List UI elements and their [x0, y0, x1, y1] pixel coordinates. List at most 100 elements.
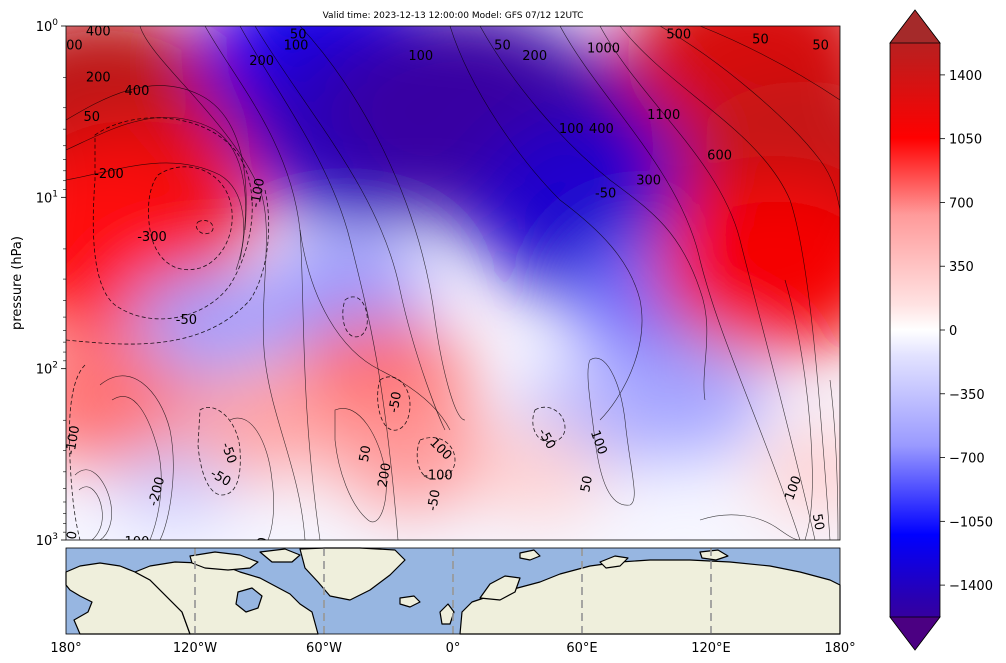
land-hudson-bay — [235, 587, 263, 613]
colorbar-tick-label: 1400 — [949, 69, 982, 84]
contour-label: 50 — [254, 536, 272, 555]
contour-label: 1100 — [647, 108, 680, 123]
contour-label: 50 — [290, 27, 307, 42]
contour-line — [334, 408, 387, 523]
contour-label: 500 — [666, 27, 691, 42]
contour-line — [299, 26, 466, 421]
contour-label: 100 — [559, 122, 584, 137]
y-tick-label: 101 — [36, 189, 58, 206]
contour-line-dashed — [377, 376, 411, 431]
contour-line-dashed — [195, 220, 214, 235]
contour-labels: 40030020040050-200-300-50-10020010050100… — [58, 25, 829, 557]
contour-label: 200 — [86, 71, 111, 86]
contour-lines — [66, 26, 840, 540]
contour-line — [599, 26, 816, 540]
contour-label: -100 — [248, 177, 268, 209]
map-gridlines — [194, 548, 712, 634]
contour-line-dashed — [66, 189, 270, 345]
colorbar-extend-bottom — [889, 616, 941, 651]
contour-label: -200 — [94, 167, 124, 182]
field-blob — [655, 176, 840, 355]
contour-line — [587, 357, 635, 506]
colorbar-tick-label: 350 — [949, 260, 974, 275]
contour-line — [449, 26, 643, 421]
x-tick-label: 120°E — [691, 641, 731, 656]
field-blob — [182, 363, 337, 477]
colorbar-tick-label: −350 — [949, 388, 985, 403]
contour-label: 50 — [578, 475, 596, 494]
y-tick-label: 102 — [36, 361, 58, 378]
contour-line-dashed — [148, 166, 233, 271]
contour-label: -300 — [137, 230, 167, 245]
contour-line — [66, 162, 244, 271]
contour-line — [66, 85, 247, 231]
land-scandinavia — [479, 575, 521, 601]
contour-line — [559, 26, 801, 540]
colorbar-tick-label: −1050 — [949, 515, 993, 530]
plot-frame — [65, 25, 841, 541]
contour-label: 200 — [249, 54, 274, 69]
field-blob — [754, 424, 840, 520]
contour-line — [699, 514, 801, 540]
contour-line — [111, 396, 162, 540]
contour-label: 50 — [812, 39, 829, 54]
contour-label: 50 — [84, 110, 101, 125]
contour-label: -100 — [423, 468, 453, 483]
contour-line-dashed — [92, 117, 253, 320]
contour-label: 50 — [494, 39, 511, 54]
y-axis-label: pressure (hPa) — [10, 236, 25, 330]
contour-label: -50 — [425, 488, 443, 512]
contour-label: 100 — [125, 535, 150, 550]
contour-line — [619, 26, 831, 540]
y-tick-label: 100 — [36, 18, 59, 35]
x-tick-label: 180° — [824, 641, 855, 656]
heatmap-panel: 40030020040050-200-300-50-10020010050100… — [58, 25, 840, 557]
x-tick-label: 0° — [446, 641, 461, 656]
contour-label: -200 — [146, 475, 168, 507]
colorbar-tick-label: 700 — [949, 196, 974, 211]
contour-label: 200 — [522, 49, 547, 64]
contour-line — [659, 26, 840, 211]
contour-label: 50 — [99, 538, 117, 557]
contour-label: -50 — [595, 187, 616, 202]
colorbar-extend-top — [889, 9, 941, 44]
land-svalbard — [519, 549, 541, 561]
contour-label: 50 — [357, 444, 375, 463]
contour-label: 400 — [589, 122, 614, 137]
colorbar-tick-label: 1050 — [949, 133, 982, 148]
field-blob — [611, 341, 768, 457]
chart-title: Valid time: 2023-12-13 12:00:00 Model: G… — [323, 11, 584, 21]
field-blob — [474, 424, 604, 520]
x-axis: 180° 120°W 60°W 0° 60°E 120°E 180° — [50, 641, 855, 656]
contour-line — [829, 379, 839, 540]
colorbar-tick-label: −700 — [949, 452, 985, 467]
contour-label: 200 — [376, 462, 395, 489]
contour-label: 600 — [707, 149, 732, 164]
contour-label: -50 — [218, 441, 239, 466]
colorbar-ticks: −1400 −1050 −700 −350 0 350 700 1050 1400 — [940, 69, 993, 594]
contour-label: 50 — [752, 33, 769, 48]
map-panel — [65, 547, 841, 635]
contour-label: -50 — [176, 313, 197, 328]
colorbar: −1400 −1050 −700 −350 0 350 700 1050 1400 — [889, 9, 993, 651]
colorbar-tick-label: −1400 — [949, 579, 993, 594]
contour-label: 400 — [86, 25, 111, 40]
contour-line — [699, 26, 840, 101]
colorbar-body — [889, 9, 941, 651]
contour-line — [139, 26, 306, 540]
land-siberia-islands — [699, 549, 729, 561]
map-frame — [65, 547, 841, 635]
land-iceland — [399, 595, 421, 608]
contour-label: 100 — [62, 530, 81, 557]
contour-line-dashed — [197, 407, 241, 496]
x-tick-label: 180° — [50, 641, 81, 656]
land — [65, 547, 841, 635]
contour-label: -100 — [63, 424, 83, 456]
contour-label: -50 — [387, 390, 405, 414]
contour-label: 50 — [809, 513, 827, 532]
contour-label: 300 — [58, 39, 83, 54]
contour-line — [239, 26, 399, 540]
contour-line-dashed — [416, 437, 456, 480]
land-arctic-islands — [189, 551, 259, 571]
land-arctic-islands-2 — [259, 548, 301, 563]
